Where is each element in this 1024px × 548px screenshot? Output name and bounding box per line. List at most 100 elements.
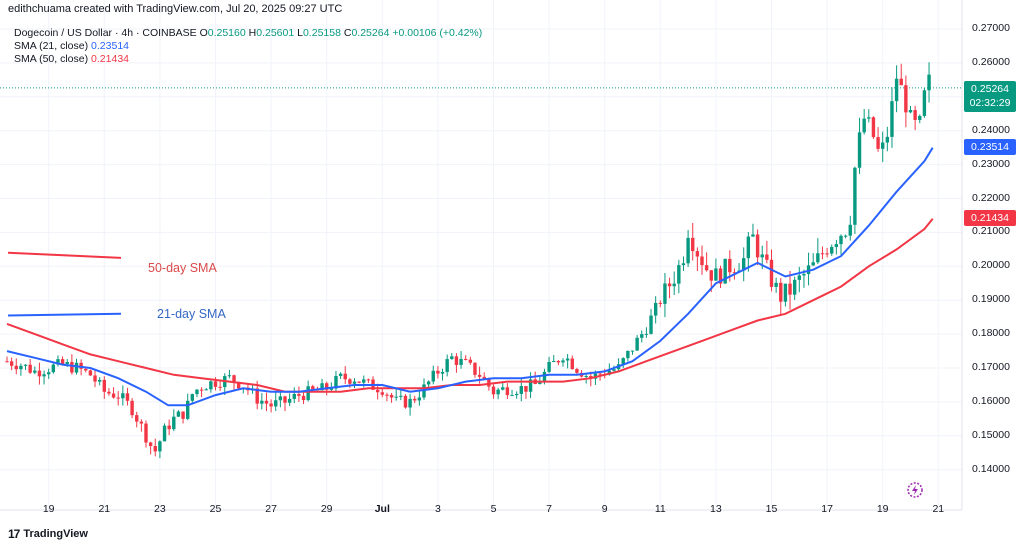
candle-body: [269, 403, 273, 407]
candle-body: [927, 74, 931, 91]
candle-body: [399, 395, 403, 397]
candle-body: [348, 379, 352, 384]
ohlc-high: 0.25601: [256, 27, 295, 39]
candle-body: [213, 381, 218, 387]
candle-body: [311, 386, 315, 390]
candle-body: [329, 388, 334, 390]
candle-body: [760, 254, 764, 258]
candle-body: [14, 365, 18, 370]
candle-body: [862, 118, 866, 133]
sma21-annotation: 21-day SMA: [157, 307, 226, 321]
candle-body: [867, 117, 871, 119]
candle-body: [65, 362, 69, 364]
candle-body: [797, 275, 801, 280]
candle-body: [199, 389, 204, 391]
ohlc-open: 0.25160: [207, 27, 246, 39]
sma50-line: [6, 218, 934, 393]
candle-body: [843, 235, 848, 237]
y-tick-label: 0.20000: [972, 259, 1010, 272]
x-tick-label: 15: [765, 503, 778, 515]
author-line: edithchuama created with TradingView.com…: [8, 3, 343, 15]
candle-body: [477, 374, 482, 377]
candle-body: [343, 373, 347, 380]
candle-body: [561, 360, 565, 363]
tradingview-logo[interactable]: 17 TradingView: [8, 527, 88, 541]
candle-body: [232, 375, 236, 383]
candle-body: [5, 361, 9, 363]
sma21-line: [6, 147, 934, 407]
sma50-label: SMA (50, close): [14, 53, 89, 65]
x-tick-label: 3: [434, 503, 441, 515]
y-tick-label: 0.21000: [972, 225, 1010, 238]
candle-body: [746, 236, 751, 259]
candle-body: [144, 423, 148, 443]
candle-body: [389, 394, 394, 398]
candle-body: [528, 379, 533, 392]
candle-body: [510, 395, 514, 397]
candle-body: [644, 333, 649, 335]
candle-body: [436, 370, 440, 374]
candle-body: [723, 258, 727, 284]
candle-body: [176, 411, 181, 417]
candle-body: [630, 350, 635, 352]
candle-body: [663, 283, 667, 304]
candle-body: [482, 376, 486, 379]
candle-body: [413, 398, 417, 401]
sma21-legend-value: 0.23514: [91, 40, 130, 52]
candle-body: [70, 362, 74, 373]
ohlc-low-label: L: [297, 27, 303, 39]
candle-body: [79, 362, 83, 369]
candle-body: [913, 110, 917, 120]
candle-body: [236, 382, 241, 389]
candle-body: [825, 253, 829, 255]
candle-body: [107, 391, 111, 394]
candle-body: [695, 251, 700, 257]
sma50-legend[interactable]: SMA (50, close) 0.21434: [14, 53, 129, 65]
candle-body: [172, 416, 176, 430]
candle-body: [33, 370, 37, 373]
candle-body: [292, 393, 296, 399]
x-tick-label: 7: [546, 503, 553, 515]
sma21-label: SMA (21, close): [14, 40, 89, 52]
candle-body: [496, 389, 500, 395]
symbol-legend[interactable]: Dogecoin / US Dollar · 4h · COINBASE O0.…: [14, 27, 482, 39]
y-tick-label: 0.24000: [972, 123, 1010, 136]
candle-body: [742, 258, 746, 271]
candle-body: [255, 388, 259, 404]
candle-body: [42, 374, 46, 377]
candle-body: [338, 373, 343, 377]
y-tick-label: 0.22000: [972, 191, 1010, 204]
candle-body: [584, 375, 588, 377]
candle-body: [876, 137, 880, 149]
candle-body: [148, 442, 153, 447]
candle-body: [621, 358, 625, 365]
candle-body: [130, 400, 134, 416]
candle-body: [677, 265, 681, 284]
candle-body: [519, 386, 523, 394]
y-tick-label: 0.15000: [972, 428, 1010, 441]
x-tick-label: 19: [876, 503, 889, 515]
candle-body: [672, 283, 676, 287]
candle-body: [153, 446, 157, 452]
candle-body: [871, 117, 876, 138]
candle-body: [375, 389, 380, 393]
candle-body: [755, 234, 760, 258]
x-tick-label: 5: [490, 503, 497, 515]
candle-body: [111, 393, 116, 398]
symbol-title: Dogecoin / US Dollar · 4h · COINBASE: [14, 27, 197, 39]
x-tick-label: 13: [710, 503, 722, 515]
candle-body: [751, 234, 755, 237]
candle-body: [899, 78, 903, 86]
sma21-legend[interactable]: SMA (21, close) 0.23514: [14, 40, 129, 52]
x-tick-label: Jul: [374, 503, 390, 515]
candle-body: [556, 361, 561, 363]
sma50-price-tag: 0.21434: [964, 210, 1016, 226]
sma21-inset-line: [7, 312, 122, 317]
sma50-inset-line: [7, 251, 122, 259]
goto-realtime-icon[interactable]: [906, 481, 924, 499]
candle-body: [19, 365, 23, 370]
last-price-tag: 0.25264 02:32:29: [964, 81, 1016, 112]
candle-body: [204, 389, 208, 391]
candle-body: [97, 379, 102, 382]
